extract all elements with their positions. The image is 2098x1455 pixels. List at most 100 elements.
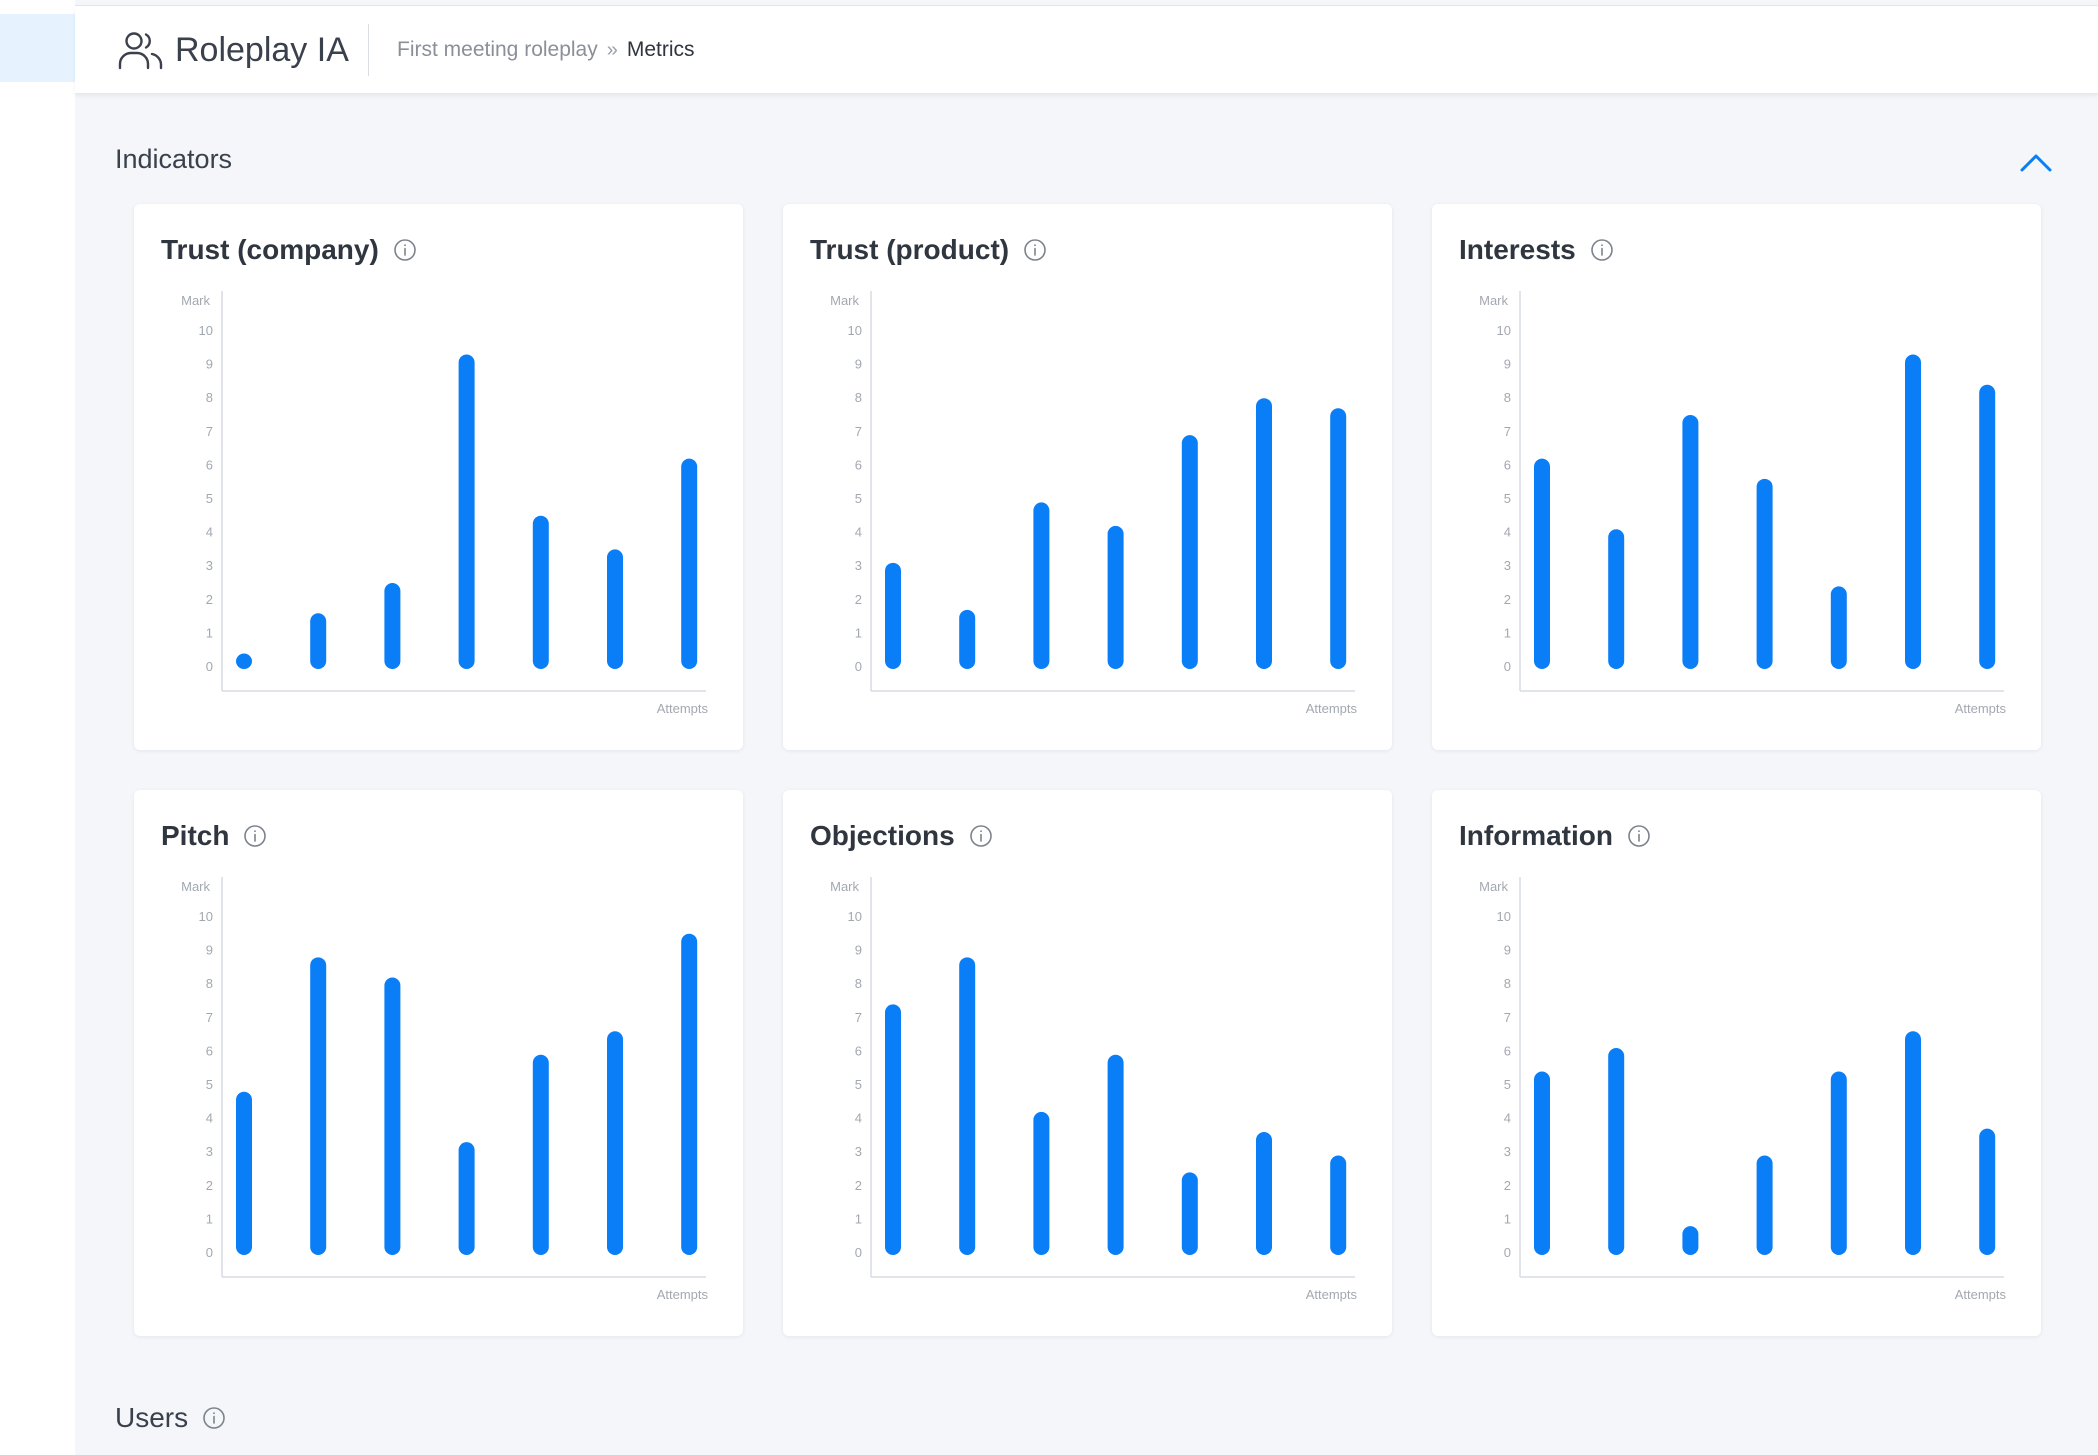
y-tick-label: 6 xyxy=(206,457,213,472)
y-tick-label: 4 xyxy=(1504,1111,1511,1126)
y-tick-label: 4 xyxy=(855,525,862,540)
x-axis-label: Attempts xyxy=(1306,1287,1358,1302)
info-icon[interactable] xyxy=(393,238,417,262)
users-section-label: Users xyxy=(115,1402,189,1433)
bar xyxy=(532,515,549,669)
y-tick-label: 8 xyxy=(855,976,862,991)
chart-title: Trust (product) xyxy=(810,234,1047,266)
bar xyxy=(1979,384,1996,669)
y-axis-label: Mark xyxy=(1479,879,1508,894)
chart-title-label: Trust (product) xyxy=(810,234,1010,265)
y-axis-label: Mark xyxy=(830,879,859,894)
collapse-indicators-button[interactable] xyxy=(2016,145,2056,179)
chart-card-pitch: Pitch Mark 0 1 2 3 4 5 6 7 8 9 10 Attempts xyxy=(134,790,743,1336)
y-tick-label: 6 xyxy=(206,1043,213,1058)
y-tick-label: 2 xyxy=(206,592,213,607)
chart-title: Information xyxy=(1459,820,1651,852)
breadcrumb: First meeting roleplay » Metrics xyxy=(397,38,695,62)
app-name: Roleplay IA xyxy=(175,30,349,69)
bar xyxy=(681,933,698,1255)
bar xyxy=(532,1054,549,1255)
breadcrumb-separator-icon: » xyxy=(606,38,618,61)
y-tick-label: 9 xyxy=(206,357,213,372)
chart-card-objections: Objections Mark 0 1 2 3 4 5 6 7 8 9 10 Attempts xyxy=(783,790,1392,1336)
chart-card-trust-company: Trust (company) Mark 0 1 2 3 4 5 6 7 8 9 10 Attempts xyxy=(134,204,743,750)
bar xyxy=(236,1091,252,1255)
bar xyxy=(1107,525,1124,669)
chart-title-label: Pitch xyxy=(161,820,230,851)
bar xyxy=(458,1142,475,1255)
bar xyxy=(1905,354,1921,669)
y-tick-label: 7 xyxy=(206,1010,213,1025)
chart-title: Interests xyxy=(1459,234,1614,266)
y-tick-label: 10 xyxy=(848,323,862,338)
y-axis-label: Mark xyxy=(1479,293,1508,308)
y-tick-label: 7 xyxy=(206,424,213,439)
chart-card-information: Information Mark 0 1 2 3 4 5 6 7 8 9 10 Attempts xyxy=(1432,790,2041,1336)
y-tick-label: 2 xyxy=(1504,592,1511,607)
y-tick-label: 4 xyxy=(855,1111,862,1126)
y-tick-label: 9 xyxy=(1504,943,1511,958)
y-tick-label: 3 xyxy=(855,1144,862,1159)
bar xyxy=(1608,1048,1625,1255)
y-tick-label: 10 xyxy=(1497,323,1511,338)
y-tick-label: 8 xyxy=(206,390,213,405)
chart-title-label: Trust (company) xyxy=(161,234,379,265)
breadcrumb-parent-link[interactable]: First meeting roleplay xyxy=(397,38,598,61)
info-icon[interactable] xyxy=(969,824,993,848)
bar xyxy=(1256,398,1272,669)
y-tick-label: 10 xyxy=(199,909,213,924)
info-icon[interactable] xyxy=(1023,238,1047,262)
bar-chart: Mark 0 1 2 3 4 5 6 7 8 9 10 Attempts xyxy=(830,877,1358,1302)
x-axis-label: Attempts xyxy=(1955,701,2007,716)
info-icon[interactable] xyxy=(243,824,267,848)
info-icon[interactable] xyxy=(1590,238,1614,262)
bar xyxy=(1756,1155,1773,1255)
chart-card-interests: Interests Mark 0 1 2 3 4 5 6 7 8 9 10 Attempts xyxy=(1432,204,2041,750)
chart-title-label: Objections xyxy=(810,820,955,851)
bar xyxy=(1534,1071,1550,1255)
y-tick-label: 5 xyxy=(206,491,213,506)
users-icon xyxy=(118,32,163,70)
y-tick-label: 8 xyxy=(1504,390,1511,405)
chart-title: Objections xyxy=(810,820,993,852)
y-tick-label: 0 xyxy=(1504,659,1511,674)
y-tick-label: 1 xyxy=(206,1211,213,1226)
y-tick-label: 1 xyxy=(855,1211,862,1226)
bar xyxy=(1905,1031,1921,1255)
x-axis-label: Attempts xyxy=(657,701,709,716)
chart-title-label: Information xyxy=(1459,820,1613,851)
y-tick-label: 10 xyxy=(199,323,213,338)
top-strip xyxy=(75,0,2098,6)
breadcrumb-current: Metrics xyxy=(626,38,695,61)
bar xyxy=(1330,408,1347,669)
y-axis-label: Mark xyxy=(181,879,210,894)
y-tick-label: 5 xyxy=(855,491,862,506)
bar xyxy=(458,354,475,669)
header-divider xyxy=(368,24,369,76)
y-tick-label: 7 xyxy=(1504,424,1511,439)
bar xyxy=(1033,502,1050,669)
bar xyxy=(1181,435,1198,669)
info-icon[interactable] xyxy=(1627,824,1651,848)
app-brand[interactable]: Roleplay IA xyxy=(117,26,349,74)
y-tick-label: 7 xyxy=(1504,1010,1511,1025)
chevron-up-icon xyxy=(2020,154,2052,172)
y-tick-label: 4 xyxy=(1504,525,1511,540)
bar xyxy=(310,957,327,1255)
y-tick-label: 2 xyxy=(855,1178,862,1193)
chart-card-trust-product: Trust (product) Mark 0 1 2 3 4 5 6 7 8 9 10 Attempts xyxy=(783,204,1392,750)
bar xyxy=(1682,1226,1699,1255)
bar-chart: Mark 0 1 2 3 4 5 6 7 8 9 10 Attempts xyxy=(830,291,1357,716)
bar xyxy=(1033,1111,1050,1255)
bar xyxy=(1830,1071,1847,1255)
bar xyxy=(1608,529,1625,669)
indicators-section-title: Indicators xyxy=(115,144,233,174)
info-icon[interactable] xyxy=(202,1406,226,1430)
y-tick-label: 0 xyxy=(1504,1245,1511,1260)
y-tick-label: 0 xyxy=(206,659,213,674)
bar xyxy=(1682,415,1699,669)
y-tick-label: 10 xyxy=(1497,909,1511,924)
bar xyxy=(1756,478,1773,669)
sidebar-item-active[interactable] xyxy=(0,14,75,82)
